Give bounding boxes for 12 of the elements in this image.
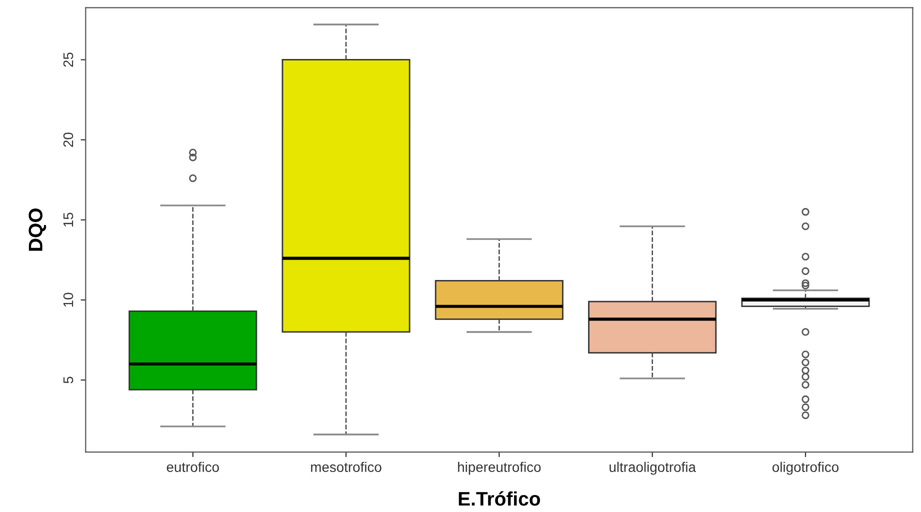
y-tick-label: 20 [63, 132, 74, 147]
y-tick-label: 15 [63, 212, 74, 227]
x-tick-label: oligotrofico [772, 462, 839, 475]
x-tick-label: eutrofico [166, 462, 219, 472]
y-tick-label: 25 [63, 52, 74, 67]
y-axis-title: DQO [28, 208, 46, 251]
y-tick-label: 10 [63, 292, 74, 307]
x-tick-label: mesotrofico [311, 462, 382, 472]
x-tick-label: ultraoligotrofia [610, 462, 696, 475]
y-tick-label: 5 [63, 376, 74, 384]
x-axis-title: E.Trófico [458, 491, 540, 506]
x-tick-label: hipereutrofico [458, 462, 541, 475]
